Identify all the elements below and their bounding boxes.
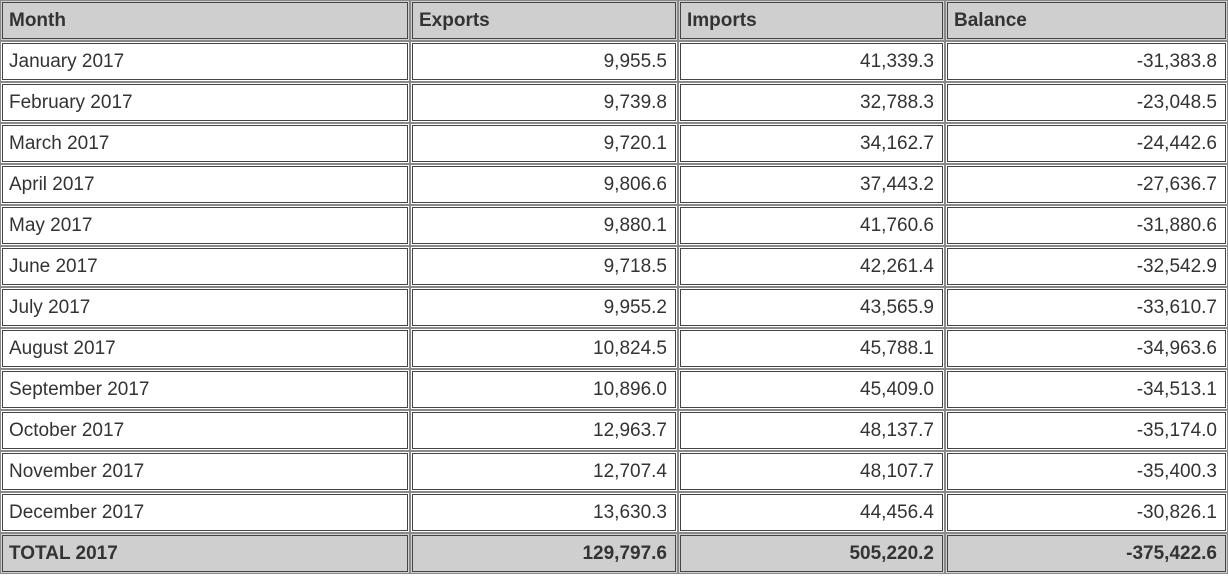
table-row: September 2017 10,896.0 45,409.0 -34,513… (0, 369, 1228, 410)
exports-cell: 9,806.6 (410, 164, 678, 205)
table-footer: TOTAL 2017 129,797.6 505,220.2 -375,422.… (0, 533, 1228, 574)
balance-cell: -23,048.5 (945, 82, 1228, 123)
table-row: April 2017 9,806.6 37,443.2 -27,636.7 (0, 164, 1228, 205)
imports-cell: 41,339.3 (678, 41, 945, 82)
month-cell: April 2017 (0, 164, 410, 205)
exports-cell: 13,630.3 (410, 492, 678, 533)
column-header-imports: Imports (678, 0, 945, 41)
total-exports-cell: 129,797.6 (410, 533, 678, 574)
balance-cell: -35,174.0 (945, 410, 1228, 451)
column-header-month: Month (0, 0, 410, 41)
table-row: October 2017 12,963.7 48,137.7 -35,174.0 (0, 410, 1228, 451)
balance-cell: -24,442.6 (945, 123, 1228, 164)
imports-cell: 48,137.7 (678, 410, 945, 451)
imports-cell: 48,107.7 (678, 451, 945, 492)
table-row: November 2017 12,707.4 48,107.7 -35,400.… (0, 451, 1228, 492)
exports-cell: 9,720.1 (410, 123, 678, 164)
balance-cell: -33,610.7 (945, 287, 1228, 328)
total-label-cell: TOTAL 2017 (0, 533, 410, 574)
table-row: March 2017 9,720.1 34,162.7 -24,442.6 (0, 123, 1228, 164)
month-cell: June 2017 (0, 246, 410, 287)
table-row: July 2017 9,955.2 43,565.9 -33,610.7 (0, 287, 1228, 328)
month-cell: February 2017 (0, 82, 410, 123)
table-body: January 2017 9,955.5 41,339.3 -31,383.8 … (0, 41, 1228, 533)
exports-cell: 9,880.1 (410, 205, 678, 246)
exports-cell: 9,718.5 (410, 246, 678, 287)
total-imports-cell: 505,220.2 (678, 533, 945, 574)
total-row: TOTAL 2017 129,797.6 505,220.2 -375,422.… (0, 533, 1228, 574)
month-cell: October 2017 (0, 410, 410, 451)
month-cell: July 2017 (0, 287, 410, 328)
balance-cell: -35,400.3 (945, 451, 1228, 492)
balance-cell: -31,880.6 (945, 205, 1228, 246)
table-row: May 2017 9,880.1 41,760.6 -31,880.6 (0, 205, 1228, 246)
month-cell: September 2017 (0, 369, 410, 410)
exports-cell: 9,955.5 (410, 41, 678, 82)
balance-cell: -32,542.9 (945, 246, 1228, 287)
balance-cell: -27,636.7 (945, 164, 1228, 205)
month-cell: January 2017 (0, 41, 410, 82)
balance-cell: -31,383.8 (945, 41, 1228, 82)
imports-cell: 44,456.4 (678, 492, 945, 533)
imports-cell: 37,443.2 (678, 164, 945, 205)
table-row: January 2017 9,955.5 41,339.3 -31,383.8 (0, 41, 1228, 82)
exports-cell: 12,707.4 (410, 451, 678, 492)
imports-cell: 45,409.0 (678, 369, 945, 410)
balance-cell: -30,826.1 (945, 492, 1228, 533)
month-cell: November 2017 (0, 451, 410, 492)
column-header-balance: Balance (945, 0, 1228, 41)
table-row: August 2017 10,824.5 45,788.1 -34,963.6 (0, 328, 1228, 369)
month-cell: August 2017 (0, 328, 410, 369)
table-header: Month Exports Imports Balance (0, 0, 1228, 41)
balance-cell: -34,963.6 (945, 328, 1228, 369)
total-balance-cell: -375,422.6 (945, 533, 1228, 574)
imports-cell: 43,565.9 (678, 287, 945, 328)
balance-cell: -34,513.1 (945, 369, 1228, 410)
month-cell: December 2017 (0, 492, 410, 533)
exports-cell: 9,739.8 (410, 82, 678, 123)
month-cell: March 2017 (0, 123, 410, 164)
header-row: Month Exports Imports Balance (0, 0, 1228, 41)
exports-cell: 9,955.2 (410, 287, 678, 328)
imports-cell: 42,261.4 (678, 246, 945, 287)
column-header-exports: Exports (410, 0, 678, 41)
imports-cell: 41,760.6 (678, 205, 945, 246)
exports-cell: 10,896.0 (410, 369, 678, 410)
imports-cell: 45,788.1 (678, 328, 945, 369)
exports-cell: 10,824.5 (410, 328, 678, 369)
table-row: June 2017 9,718.5 42,261.4 -32,542.9 (0, 246, 1228, 287)
imports-cell: 34,162.7 (678, 123, 945, 164)
table-row: December 2017 13,630.3 44,456.4 -30,826.… (0, 492, 1228, 533)
exports-cell: 12,963.7 (410, 410, 678, 451)
table-row: February 2017 9,739.8 32,788.3 -23,048.5 (0, 82, 1228, 123)
month-cell: May 2017 (0, 205, 410, 246)
imports-cell: 32,788.3 (678, 82, 945, 123)
